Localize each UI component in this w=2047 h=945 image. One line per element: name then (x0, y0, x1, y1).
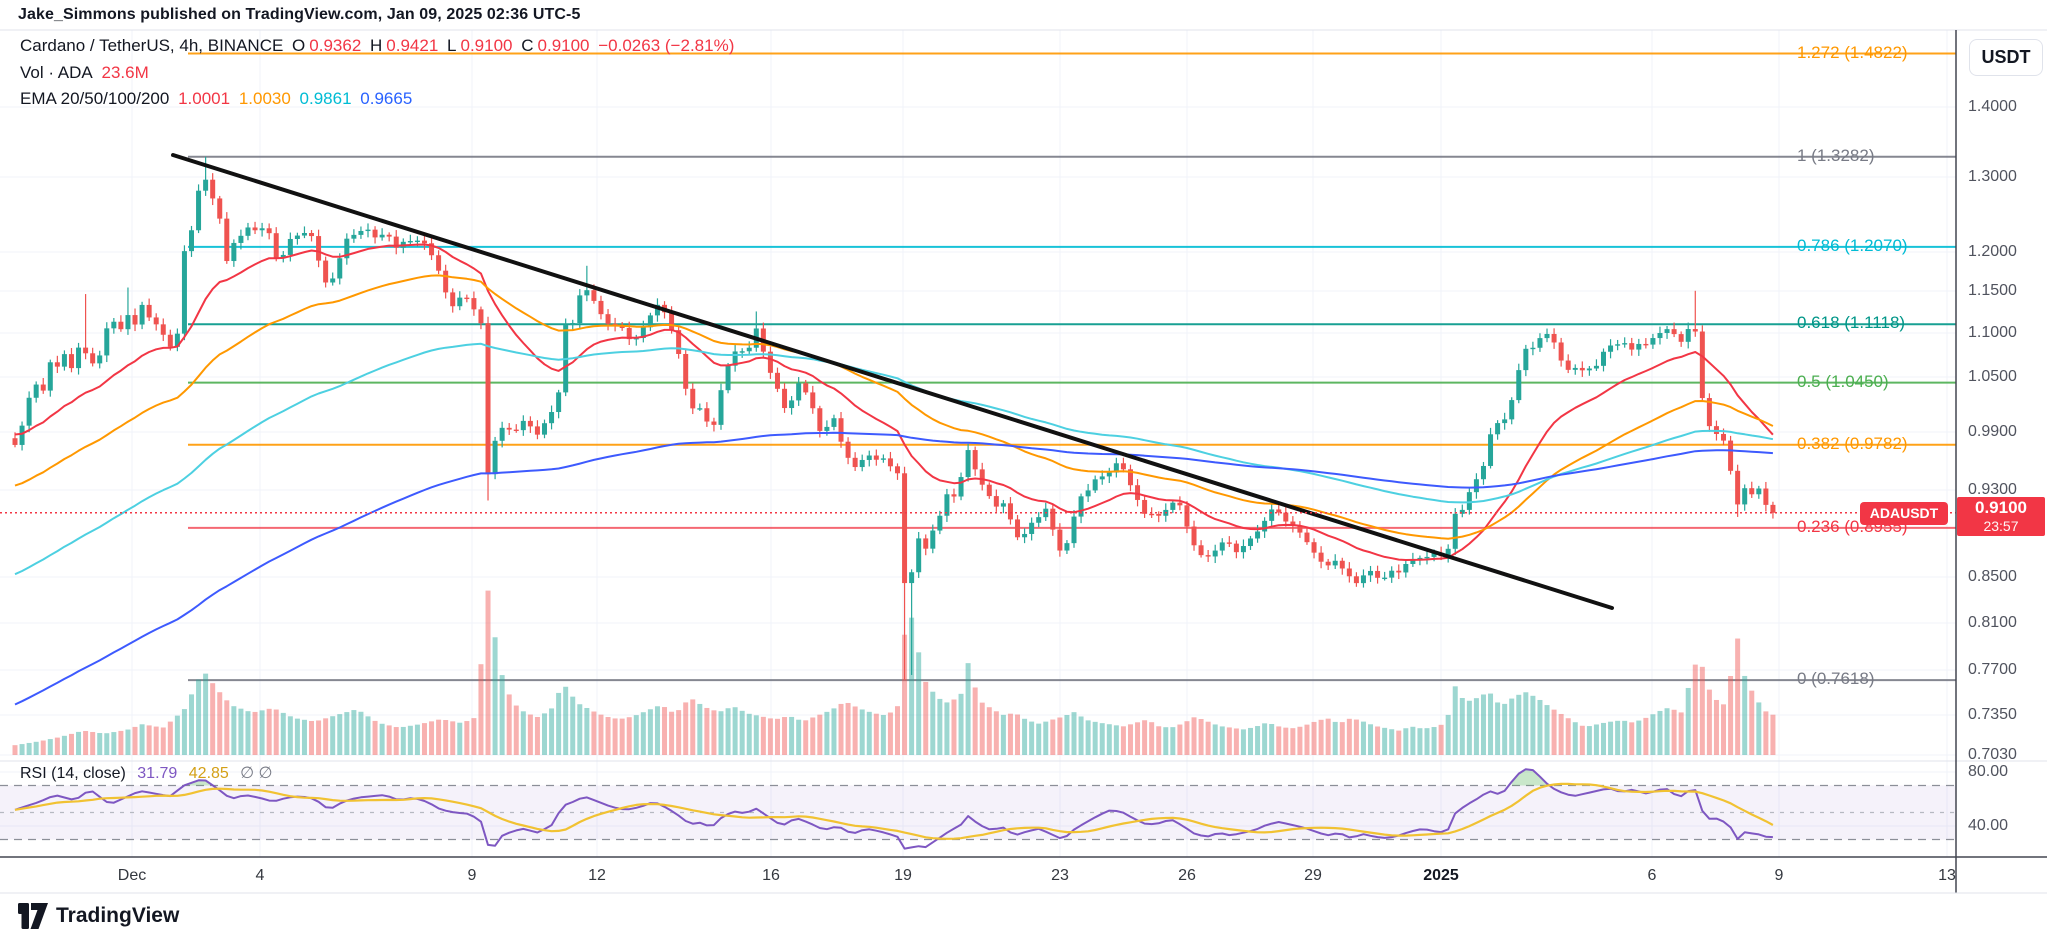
high-value: 0.9421 (386, 36, 439, 55)
last-price-symbol-badge: ADAUSDT (1860, 502, 1948, 525)
time-tick-label: 29 (1304, 867, 1322, 884)
price-tick-label: 0.9300 (1968, 481, 2017, 498)
tradingview-logo[interactable]: TradingView (18, 903, 179, 929)
symbol-legend[interactable]: Cardano / TetherUS, 4h, BINANCE O 0.9362 … (20, 36, 738, 56)
fib-level-label: 0.786 (1.2070) (1797, 235, 1908, 255)
rsi-value: 31.79 (137, 765, 178, 782)
price-tick-label: 0.7030 (1968, 746, 2017, 763)
symbol-title: Cardano / TetherUS, 4h, BINANCE (20, 36, 284, 55)
price-tick-label: 1.0500 (1968, 368, 2017, 385)
ema20-value: 1.0001 (178, 89, 231, 108)
price-tick-label: 0.7700 (1968, 661, 2017, 678)
fib-level-label: 0.5 (1.0450) (1797, 371, 1889, 391)
price-tick-label: 1.4000 (1968, 98, 2017, 115)
volume-legend[interactable]: Vol · ADA 23.6M (20, 63, 153, 83)
ema100-value: 0.9861 (299, 89, 352, 108)
high-label: H (370, 36, 383, 55)
ema50-value: 1.0030 (238, 89, 291, 108)
currency-toggle-button[interactable]: USDT (1969, 39, 2043, 76)
time-tick-label: 2025 (1423, 867, 1459, 884)
tradingview-logo-icon (18, 903, 48, 929)
close-label: C (521, 36, 534, 55)
rsi-legend[interactable]: RSI (14, close) 31.79 42.85 ∅ ∅ (20, 763, 280, 783)
rsi-tick-label: 80.00 (1968, 763, 2009, 780)
tradingview-logo-text: TradingView (56, 904, 180, 927)
time-tick-label: 19 (894, 867, 912, 884)
time-tick-label: 6 (1647, 867, 1657, 884)
rsi-tick-label: 40.00 (1968, 817, 2009, 834)
rsi-divergence-marks: ∅ ∅ (240, 765, 273, 782)
rsi-label: RSI (14, close) (20, 765, 126, 782)
time-tick-label: 16 (762, 867, 780, 884)
ema-legend[interactable]: EMA 20/50/100/200 1.0001 1.0030 0.9861 0… (20, 89, 416, 109)
price-tick-label: 1.2000 (1968, 243, 2017, 260)
time-tick-label: Dec (117, 867, 147, 884)
fib-level-label: 1.272 (1.4822) (1797, 42, 1908, 62)
price-tick-label: 0.7350 (1968, 706, 2017, 723)
volume-label: Vol · ADA (20, 63, 93, 82)
price-tick-label: 0.9900 (1968, 423, 2017, 440)
open-label: O (292, 36, 306, 55)
ema200-value: 0.9665 (360, 89, 413, 108)
volume-value: 23.6M (101, 63, 149, 82)
time-tick-label: 23 (1051, 867, 1069, 884)
time-tick-label: 9 (1774, 867, 1784, 884)
price-tick-label: 0.8100 (1968, 614, 2017, 631)
fib-level-label: 0 (0.7618) (1797, 669, 1875, 689)
fib-level-label: 0.382 (0.9782) (1797, 433, 1908, 453)
candle-countdown: 23:57 (1983, 518, 2019, 534)
time-axis[interactable]: Dec 4 9 12 16 19 23 26 29 2025 6 9 13 (0, 858, 1956, 893)
low-label: L (447, 36, 457, 55)
ema-label: EMA 20/50/100/200 (20, 89, 170, 108)
time-tick-label: 13 (1938, 867, 1956, 884)
change-value: −0.0263 (−2.81%) (598, 36, 735, 55)
time-tick-label: 4 (255, 867, 265, 884)
open-value: 0.9362 (309, 36, 362, 55)
time-tick-label: 12 (588, 867, 606, 884)
price-tick-label: 0.8500 (1968, 568, 2017, 585)
price-tick-label: 1.3000 (1968, 168, 2017, 185)
price-tick-label: 1.1500 (1968, 282, 2017, 299)
close-value: 0.9100 (537, 36, 590, 55)
last-price-axis-badge: 0.9100 23:57 (1957, 497, 2045, 536)
fib-level-label: 1 (1.3282) (1797, 145, 1875, 165)
rsi-ma-value: 42.85 (188, 765, 229, 782)
last-price-value: 0.9100 (1975, 498, 2027, 517)
low-value: 0.9100 (460, 36, 513, 55)
attribution-watermark: Jake_Simmons published on TradingView.co… (18, 6, 581, 23)
fib-level-label: 0.618 (1.1118) (1797, 313, 1906, 333)
time-tick-label: 9 (467, 867, 477, 884)
price-tick-label: 1.1000 (1968, 324, 2017, 341)
time-tick-label: 26 (1178, 867, 1196, 884)
